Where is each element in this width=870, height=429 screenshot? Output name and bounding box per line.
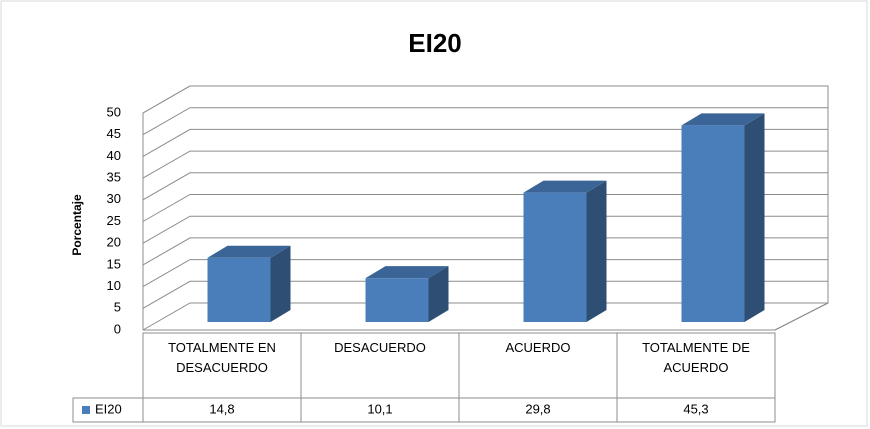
y-tick-label: 50 [107, 104, 121, 119]
grid-line [142, 107, 828, 136]
category-label: ACUERDO [505, 340, 570, 355]
grid-line [142, 259, 828, 288]
legend-swatch [82, 406, 90, 414]
bar-side [428, 266, 449, 322]
bar-side [744, 113, 765, 322]
grid-line [142, 85, 828, 114]
grid-line [142, 280, 828, 309]
bar [681, 113, 765, 322]
grid-line [142, 194, 828, 222]
category-label: TOTALMENTE EN DESACUERDO [168, 340, 276, 375]
bar [365, 266, 449, 322]
y-tick-label: 10 [107, 278, 121, 293]
floor [143, 302, 829, 331]
bar-side [586, 180, 607, 322]
y-tick-label: 30 [107, 191, 121, 206]
legend-cell [72, 397, 144, 423]
grid-line [142, 237, 828, 266]
grid-line [142, 150, 828, 179]
y-tick-label: 5 [114, 300, 121, 315]
category-label: TOTALMENTE DE ACUERDO [642, 340, 750, 375]
chart-title: EI20 [408, 28, 462, 58]
bar-front [365, 278, 429, 322]
grid-line [142, 172, 828, 201]
bar-top [365, 266, 449, 279]
bar-front [207, 257, 271, 322]
y-tick-label: 0 [114, 321, 121, 336]
y-tick-label: 35 [107, 170, 121, 185]
y-tick-label: 45 [107, 126, 121, 141]
bar-top [681, 113, 765, 126]
bar-front [523, 192, 587, 322]
value-label: 10,1 [367, 401, 392, 416]
bar-top [523, 180, 607, 193]
grid-line [142, 215, 828, 244]
category-label: DESACUERDO [334, 340, 426, 355]
bar-side [270, 245, 291, 322]
y-tick-label: 40 [107, 148, 121, 163]
value-label: 45,3 [683, 401, 708, 416]
value-label: 14,8 [209, 401, 234, 416]
value-label: 29,8 [525, 401, 550, 416]
y-tick-label: 20 [107, 235, 121, 250]
grid-line [142, 302, 828, 331]
y-tick-label: 15 [107, 256, 121, 271]
bar [207, 245, 291, 322]
bar [523, 180, 607, 322]
table-cell [616, 397, 776, 423]
y-tick-label: 25 [107, 213, 121, 228]
bar-front [681, 125, 745, 322]
legend-label: EI20 [95, 401, 122, 416]
bar-top [207, 245, 291, 258]
grid-line [142, 128, 828, 157]
y-axis-label: Porcentaje [70, 194, 84, 256]
